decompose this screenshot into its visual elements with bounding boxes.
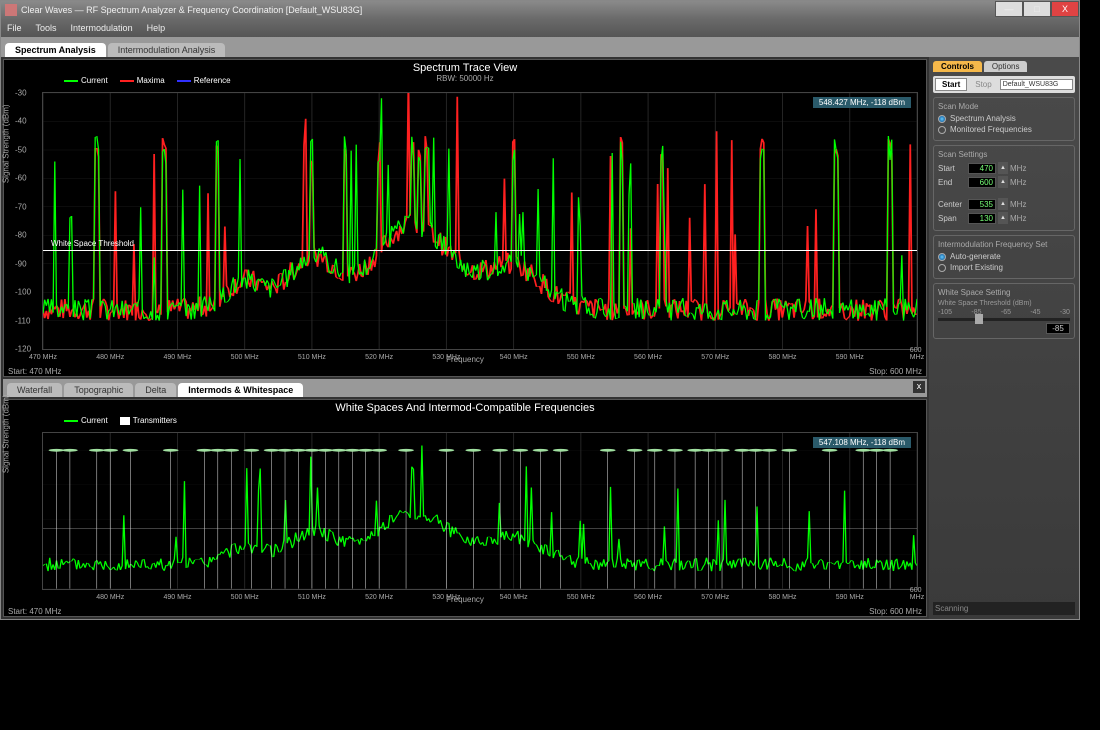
controls-tabs: ControlsOptions: [933, 61, 1075, 72]
stop-freq-label: Stop: 600 MHz: [869, 607, 922, 616]
stop-button[interactable]: Stop: [971, 79, 995, 90]
chart-title: White Spaces And Intermod-Compatible Fre…: [4, 400, 926, 414]
threshold-label: White Space Threshold: [51, 239, 134, 248]
start-input[interactable]: 470: [968, 163, 996, 174]
slider-thumb[interactable]: [975, 314, 983, 324]
whitespace-panel: White Space Setting White Space Threshol…: [933, 283, 1075, 339]
start-freq-label: Start: 470 MHz: [8, 367, 61, 376]
scanmode-radio-spectrum-analysis[interactable]: Spectrum Analysis: [938, 114, 1070, 123]
chart-legend: Current Maxima Reference: [64, 76, 231, 85]
legend-transmitters: Transmitters: [120, 416, 177, 425]
stop-freq-label: Stop: 600 MHz: [869, 367, 922, 376]
tab-intermodulation-analysis[interactable]: Intermodulation Analysis: [108, 43, 226, 57]
close-button[interactable]: X: [1051, 1, 1079, 17]
intermod-radio-import-existing[interactable]: Import Existing: [938, 263, 1070, 272]
threshold-value: -85: [1046, 323, 1070, 334]
cursor-readout: 547.108 MHz, -118 dBm: [813, 437, 911, 448]
tab-spectrum-analysis[interactable]: Spectrum Analysis: [5, 43, 106, 57]
panel-subtitle: White Space Threshold (dBm): [938, 300, 1070, 307]
tab-intermods-whitespace[interactable]: Intermods & Whitespace: [178, 383, 303, 397]
span-input[interactable]: 130: [968, 213, 996, 224]
spin-up-icon[interactable]: ▲: [998, 162, 1008, 174]
panel-title: Intermodulation Frequency Set: [938, 240, 1070, 249]
menubar: File Tools Intermodulation Help: [1, 19, 1079, 37]
ctrltab-controls[interactable]: Controls: [933, 61, 982, 72]
status-bar: Scanning: [933, 602, 1075, 615]
titlebar: Clear Waves — RF Spectrum Analyzer & Fre…: [1, 1, 1079, 19]
tab-waterfall[interactable]: Waterfall: [7, 383, 62, 397]
x-axis-label: Frequency: [446, 595, 484, 604]
minimize-button[interactable]: —: [995, 1, 1023, 17]
end-input[interactable]: 600: [968, 177, 996, 188]
spin-up-icon[interactable]: ▲: [998, 176, 1008, 188]
legend-current: Current: [64, 416, 108, 425]
ctrltab-options[interactable]: Options: [984, 61, 1028, 72]
start-freq-label: Start: 470 MHz: [8, 607, 61, 616]
center-input[interactable]: 535: [968, 199, 996, 210]
app-icon: [5, 4, 17, 16]
chart-legend: Current Transmitters: [64, 416, 177, 425]
main-tabs: Spectrum AnalysisIntermodulation Analysi…: [1, 37, 1079, 57]
scan-mode-panel: Scan Mode Spectrum Analysis Monitored Fre…: [933, 97, 1075, 141]
panel-title: Scan Mode: [938, 102, 1070, 111]
legend-maxima: Maxima: [120, 76, 165, 85]
y-axis-label: Signal Strength (dBm): [2, 395, 11, 474]
menu-tools[interactable]: Tools: [36, 23, 57, 33]
lower-tabs: WaterfallTopographicDeltaIntermods & Whi…: [3, 379, 927, 397]
intermod-radio-auto-generate[interactable]: Auto-generate: [938, 252, 1070, 261]
scanmode-radio-monitored-frequencies[interactable]: Monitored Frequencies: [938, 125, 1070, 134]
spin-up-icon[interactable]: ▲: [998, 212, 1008, 224]
scan-settings-panel: Scan Settings Start470▲MHzEnd600▲MHzCent…: [933, 145, 1075, 231]
legend-current: Current: [64, 76, 108, 85]
spectrum-trace-chart: Spectrum Trace View RBW: 50000 Hz Curren…: [3, 59, 927, 377]
intermod-panel: Intermodulation Frequency Set Auto-gener…: [933, 235, 1075, 279]
threshold-line: [43, 250, 917, 251]
chart-title: Spectrum Trace View: [4, 60, 926, 74]
tab-delta[interactable]: Delta: [135, 383, 176, 397]
window-title: Clear Waves — RF Spectrum Analyzer & Fre…: [21, 5, 362, 15]
panel-title: White Space Setting: [938, 288, 1070, 297]
close-panel-icon[interactable]: x: [913, 381, 925, 393]
menu-file[interactable]: File: [7, 23, 22, 33]
menu-intermodulation[interactable]: Intermodulation: [71, 23, 133, 33]
menu-help[interactable]: Help: [147, 23, 166, 33]
legend-reference: Reference: [177, 76, 231, 85]
plot-area[interactable]: 547.108 MHz, -118 dBm 480 MHz490 MHz500 …: [42, 432, 918, 590]
panel-title: Scan Settings: [938, 150, 1070, 159]
preset-select[interactable]: Default_WSU83G: [1000, 79, 1073, 90]
app-window: Clear Waves — RF Spectrum Analyzer & Fre…: [0, 0, 1080, 620]
y-axis-label: Signal Strength (dBm): [2, 105, 11, 184]
plot-area[interactable]: White Space Threshold 548.427 MHz, -118 …: [42, 92, 918, 350]
controls-panel: ControlsOptions Start Stop Default_WSU83…: [929, 57, 1079, 619]
threshold-slider[interactable]: [938, 318, 1070, 321]
start-button[interactable]: Start: [935, 78, 967, 91]
x-axis-label: Frequency: [446, 355, 484, 364]
whitespace-chart: White Spaces And Intermod-Compatible Fre…: [3, 399, 927, 617]
maximize-button[interactable]: □: [1023, 1, 1051, 17]
tab-topographic[interactable]: Topographic: [64, 383, 133, 397]
spin-up-icon[interactable]: ▲: [998, 198, 1008, 210]
cursor-readout: 548.427 MHz, -118 dBm: [813, 97, 911, 108]
